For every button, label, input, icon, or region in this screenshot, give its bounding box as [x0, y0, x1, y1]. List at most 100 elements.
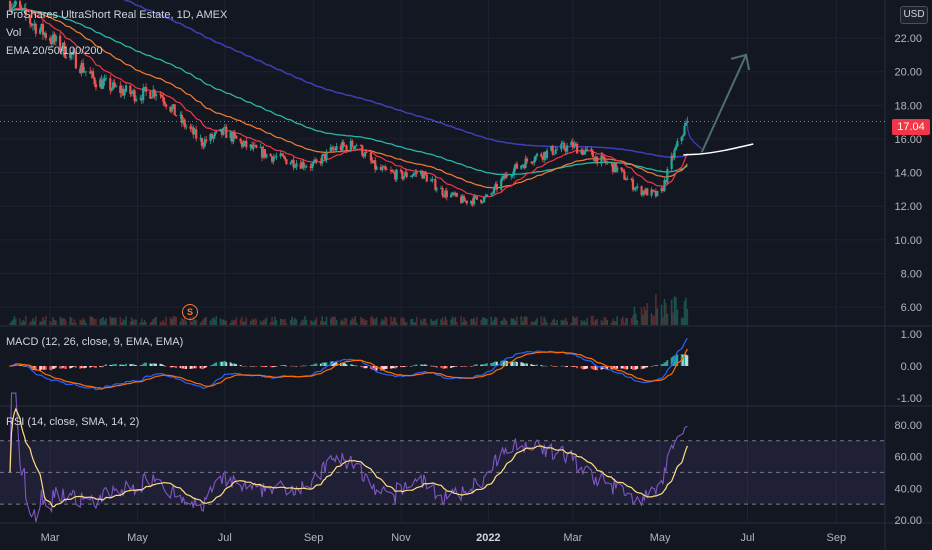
- volume-bar: [573, 317, 576, 325]
- volume-bar: [235, 317, 238, 325]
- candle-body: [192, 127, 195, 135]
- volume-bar: [169, 317, 172, 325]
- candle-body: [596, 156, 599, 164]
- rsi-axis-tick: 80.00: [894, 420, 922, 432]
- volume-bar: [450, 319, 452, 325]
- candle-body: [511, 175, 514, 176]
- macd-hist-bar: [441, 366, 444, 369]
- rsi-axis-tick: 60.00: [894, 452, 922, 464]
- macd-hist-bar: [201, 366, 203, 369]
- volume-bar: [361, 318, 364, 325]
- candle-body: [213, 132, 216, 137]
- candle-body: [152, 89, 155, 98]
- macd-hist-bar: [405, 366, 408, 367]
- candle-body: [471, 200, 474, 205]
- candle-body: [71, 51, 75, 55]
- macd-hist-bar: [643, 366, 646, 369]
- volume-bar: [461, 322, 464, 325]
- candle-body: [153, 89, 156, 97]
- macd-hist-bar: [513, 361, 516, 366]
- last-price-tag: 17.04: [892, 119, 930, 135]
- volume-bar: [561, 320, 564, 325]
- volume-bar: [620, 318, 623, 325]
- volume-bar: [375, 317, 378, 325]
- legend-ema: EMA 20/50/100/200: [6, 45, 103, 57]
- candle-body: [606, 162, 609, 164]
- volume-bar: [239, 319, 242, 325]
- candle-body: [634, 187, 637, 189]
- macd-hist-bar: [294, 366, 296, 367]
- volume-bar: [291, 316, 293, 325]
- candle-body: [120, 88, 123, 93]
- macd-hist-bar: [301, 365, 304, 367]
- candle-body: [501, 175, 504, 180]
- volume-bar: [289, 319, 292, 325]
- macd-hist-bar: [675, 354, 677, 366]
- rsi-line: [9, 392, 688, 523]
- macd-hist-bar: [374, 366, 377, 371]
- candle-body: [395, 169, 398, 180]
- macd-hist-bar: [664, 361, 667, 366]
- volume-bar: [533, 322, 535, 325]
- volume-bar: [673, 296, 676, 325]
- candle-body: [311, 163, 314, 168]
- candle-body: [540, 153, 543, 157]
- candle-body: [132, 90, 135, 94]
- candle-body: [119, 85, 122, 93]
- volume-bar: [103, 320, 106, 325]
- macd-hist-bar: [265, 366, 268, 367]
- volume-bar: [189, 316, 192, 325]
- volume-bar: [434, 320, 437, 325]
- volume-bar: [172, 316, 175, 325]
- macd-hist-bar: [652, 365, 654, 367]
- macd-hist-bar: [571, 366, 574, 368]
- macd-hist-bar: [233, 363, 236, 366]
- candle-body: [195, 129, 198, 139]
- projection-arrow-head: [730, 53, 751, 71]
- macd-hist-bar: [362, 366, 365, 369]
- volume-bar: [125, 316, 127, 325]
- volume-bar: [680, 317, 683, 325]
- candle-body: [344, 145, 347, 147]
- volume-bar: [381, 318, 384, 325]
- volume-bar: [95, 318, 97, 325]
- candle-body: [332, 148, 335, 150]
- volume-bar: [663, 299, 666, 325]
- macd-hist-bar: [321, 362, 324, 366]
- candle-body: [495, 184, 499, 190]
- candle-body: [644, 188, 647, 195]
- macd-hist-bar: [232, 363, 235, 366]
- volume-bar: [484, 318, 487, 325]
- macd-axis-tick: 1.00: [901, 329, 922, 341]
- volume-bar: [242, 322, 245, 325]
- legend-macd: MACD (12, 26, close, 9, EMA, EMA): [6, 336, 184, 348]
- macd-hist-bar: [152, 363, 155, 366]
- macd-hist-bar: [222, 361, 225, 366]
- volume-bar: [305, 319, 308, 325]
- candle-body: [604, 160, 607, 164]
- candle-body: [470, 200, 473, 204]
- candle-body: [394, 172, 397, 180]
- volume-bar: [109, 316, 112, 325]
- volume-bar: [480, 320, 482, 325]
- candle-body: [144, 86, 148, 92]
- candle-body: [565, 145, 569, 152]
- volume-bar: [50, 322, 53, 325]
- currency-button[interactable]: USD: [900, 6, 928, 24]
- macd-hist-bar: [656, 364, 659, 366]
- volume-bar: [29, 322, 31, 325]
- macd-hist-bar: [52, 366, 54, 369]
- volume-bar: [145, 322, 147, 325]
- macd-hist-bar: [123, 364, 126, 366]
- volume-bar: [491, 321, 494, 325]
- macd-hist-bar: [511, 361, 514, 366]
- macd-hist-bar: [34, 366, 37, 371]
- macd-hist-bar: [73, 366, 76, 367]
- candle-body: [93, 77, 96, 85]
- macd-hist-bar: [455, 366, 458, 367]
- macd-hist-bar: [364, 366, 367, 369]
- macd-hist-bar: [42, 366, 44, 370]
- split-event-icon[interactable]: S: [182, 304, 198, 320]
- grid-lines: [0, 0, 885, 522]
- volume-bar: [14, 318, 17, 325]
